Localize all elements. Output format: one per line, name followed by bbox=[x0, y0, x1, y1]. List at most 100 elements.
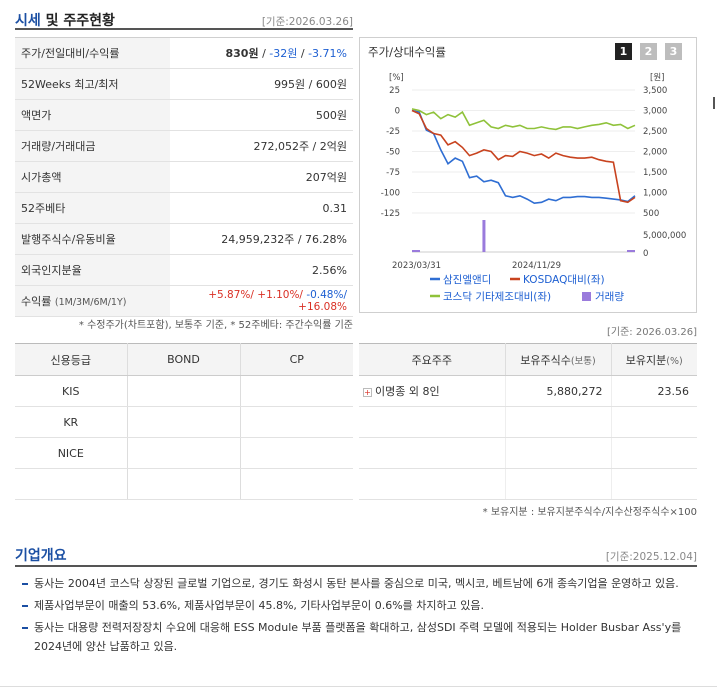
table-row: 52주베타 0.31 bbox=[15, 192, 353, 224]
return-label: 수익률 (1M/3M/6M/1Y) bbox=[15, 285, 170, 317]
holder-pct: 23.56 bbox=[611, 375, 697, 407]
table-row: 발행주식수/유동비율 24,959,232주 / 76.28% bbox=[15, 223, 353, 255]
volume-label: 거래량/거래대금 bbox=[15, 130, 170, 162]
volume-tick-label: 5,000,000 bbox=[643, 231, 686, 241]
quote-table: 주가/전일대비/수익률 830원 / -32원 / -3.71% 52Weeks… bbox=[15, 37, 353, 317]
credit-cp bbox=[240, 437, 353, 469]
credit-cp bbox=[240, 375, 353, 407]
beta-value: 0.31 bbox=[170, 192, 353, 224]
left-tick-label: -75 bbox=[386, 168, 400, 178]
table-row: NICE bbox=[15, 437, 353, 469]
list-item: 동사는 2004년 코스닥 상장된 글로벌 기업으로, 경기도 화성시 동탄 본… bbox=[20, 574, 700, 593]
w52-value: 995원 / 600원 bbox=[170, 68, 353, 100]
table-row: 수익률 (1M/3M/6M/1Y) +5.87%/ +1.10%/ -0.48%… bbox=[15, 285, 353, 317]
x-tick-label: 2023/03/31 bbox=[392, 261, 441, 271]
right-tick-label: 2,000 bbox=[643, 148, 667, 158]
volume-bar bbox=[627, 250, 635, 252]
credit-cp bbox=[240, 406, 353, 438]
credit-bond bbox=[127, 437, 241, 469]
overview-header: 기업개요 [기준:2025.12.04] bbox=[15, 543, 697, 567]
base-date: [기준:2026.03.26] bbox=[261, 16, 353, 28]
left-unit-label: [%] bbox=[389, 73, 404, 83]
credit-bond bbox=[127, 468, 241, 500]
mcap-label: 시가총액 bbox=[15, 161, 170, 193]
left-tick-label: 25 bbox=[389, 86, 400, 96]
face-label: 액면가 bbox=[15, 99, 170, 131]
right-tick-label: 500 bbox=[643, 209, 659, 219]
quote-note: * 수정주가(차트포함), 보통주 기준, * 52주베타: 주간수익률 기준 bbox=[78, 320, 353, 331]
credit-agency: KR bbox=[15, 406, 128, 438]
table-row bbox=[359, 406, 697, 438]
section-header: 시세 및 주주현황 [기준:2026.03.26] bbox=[15, 6, 353, 30]
series-line-1 bbox=[411, 109, 636, 204]
left-tick-label: -50 bbox=[386, 148, 400, 158]
legend-label: KOSDAQ대비(좌) bbox=[523, 274, 605, 286]
volume-bar bbox=[482, 220, 486, 252]
table-row bbox=[359, 468, 697, 500]
holder-base-date: [기준: 2026.03.26] bbox=[606, 327, 697, 338]
shares-value: 24,959,232주 / 76.28% bbox=[170, 223, 353, 255]
left-tick-label: -125 bbox=[381, 209, 400, 219]
right-tick-label: 3,500 bbox=[643, 86, 667, 96]
table-row: 주가/전일대비/수익률 830원 / -32원 / -3.71% bbox=[15, 37, 353, 69]
expand-plus-icon[interactable]: + bbox=[363, 387, 372, 397]
credit-header-rating: 신용등급 bbox=[15, 343, 128, 376]
holder-name[interactable]: + 이명종 외 8인 bbox=[359, 375, 506, 407]
w52-label: 52Weeks 최고/최저 bbox=[15, 68, 170, 100]
legend-label: 삼진엘앤디 bbox=[443, 273, 491, 286]
table-row: KR bbox=[15, 406, 353, 438]
foreign-label: 외국인지분율 bbox=[15, 254, 170, 286]
credit-header-bond: BOND bbox=[127, 343, 241, 376]
holder-header-shares: 보유주식수(보통) bbox=[505, 343, 612, 376]
credit-agency: NICE bbox=[15, 437, 128, 469]
divider bbox=[0, 686, 717, 687]
table-row: 시가총액 207억원 bbox=[15, 161, 353, 193]
return-value: +5.87%/ +1.10%/ -0.48%/ +16.08% bbox=[170, 285, 353, 317]
table-row: KIS bbox=[15, 375, 353, 407]
holder-header-name: 주요주주 bbox=[359, 343, 506, 376]
credit-rating-table: 신용등급 BOND CP KIS KR NICE bbox=[15, 343, 353, 500]
legend-label: 코스닥 기타제조대비(좌) bbox=[443, 291, 551, 303]
left-tick-label: -25 bbox=[386, 127, 400, 137]
table-row bbox=[15, 468, 353, 500]
table-row: 액면가 500원 bbox=[15, 99, 353, 131]
left-tick-label: -100 bbox=[381, 189, 400, 199]
price-label: 주가/전일대비/수익률 bbox=[15, 37, 170, 69]
foreign-value: 2.56% bbox=[170, 254, 353, 286]
overview-list: 동사는 2004년 코스닥 상장된 글로벌 기업으로, 경기도 화성시 동탄 본… bbox=[20, 574, 700, 659]
holder-note: * 보유지분 : 보유지분주식수/지수산정주식수×100 bbox=[482, 507, 697, 518]
section-title: 시세 및 주주현황 bbox=[15, 13, 115, 29]
volume-value: 272,052주 / 2억원 bbox=[170, 130, 353, 162]
scrollbar-handle[interactable] bbox=[713, 97, 715, 109]
chart-page-3-button[interactable]: 3 bbox=[665, 43, 682, 60]
left-tick-label: 0 bbox=[395, 107, 400, 117]
chart-page-2-button[interactable]: 2 bbox=[640, 43, 657, 60]
right-tick-label: 2,500 bbox=[643, 127, 667, 137]
mcap-value: 207억원 bbox=[170, 161, 353, 193]
chart-page-1-button[interactable]: 1 bbox=[615, 43, 632, 60]
major-holders-table: 주요주주 보유주식수(보통) 보유지분(%) + 이명종 외 8인 5,880,2… bbox=[359, 343, 697, 500]
credit-header-cp: CP bbox=[240, 343, 353, 376]
volume-tick-label: 0 bbox=[643, 249, 648, 259]
credit-cp bbox=[240, 468, 353, 500]
list-item: 제품사업부문이 매출의 53.6%, 제품사업부문이 45.8%, 기타사업부문… bbox=[20, 596, 700, 615]
right-unit-label: [원] bbox=[650, 73, 664, 83]
overview-title: 기업개요 bbox=[15, 548, 67, 564]
list-item: 동사는 대용량 전력저장장치 수요에 대응해 ESS Module 부품 플랫폼… bbox=[20, 618, 700, 656]
right-tick-label: 1,000 bbox=[643, 189, 667, 199]
chart-panel: 주가/상대수익률 1 2 3 [%] [원] 25 0 -25 -50 -75 -100 -12… bbox=[359, 37, 697, 313]
table-header-row: 주요주주 보유주식수(보통) 보유지분(%) bbox=[359, 343, 697, 376]
table-row: 외국인지분율 2.56% bbox=[15, 254, 353, 286]
credit-agency bbox=[15, 468, 128, 500]
table-row: + 이명종 외 8인 5,880,272 23.56 bbox=[359, 375, 697, 407]
holder-shares: 5,880,272 bbox=[505, 375, 612, 407]
shares-label: 발행주식수/유동비율 bbox=[15, 223, 170, 255]
table-header-row: 신용등급 BOND CP bbox=[15, 343, 353, 376]
right-tick-label: 1,500 bbox=[643, 168, 667, 178]
holder-header-pct: 보유지분(%) bbox=[611, 343, 697, 376]
series-line-2 bbox=[411, 108, 636, 131]
face-value: 500원 bbox=[170, 99, 353, 131]
stock-chart: [%] [원] 25 0 -25 -50 -75 -100 -125 3,500 3,000 2,50… bbox=[381, 73, 687, 303]
credit-bond bbox=[127, 406, 241, 438]
price-value: 830원 / -32원 / -3.71% bbox=[170, 37, 353, 69]
